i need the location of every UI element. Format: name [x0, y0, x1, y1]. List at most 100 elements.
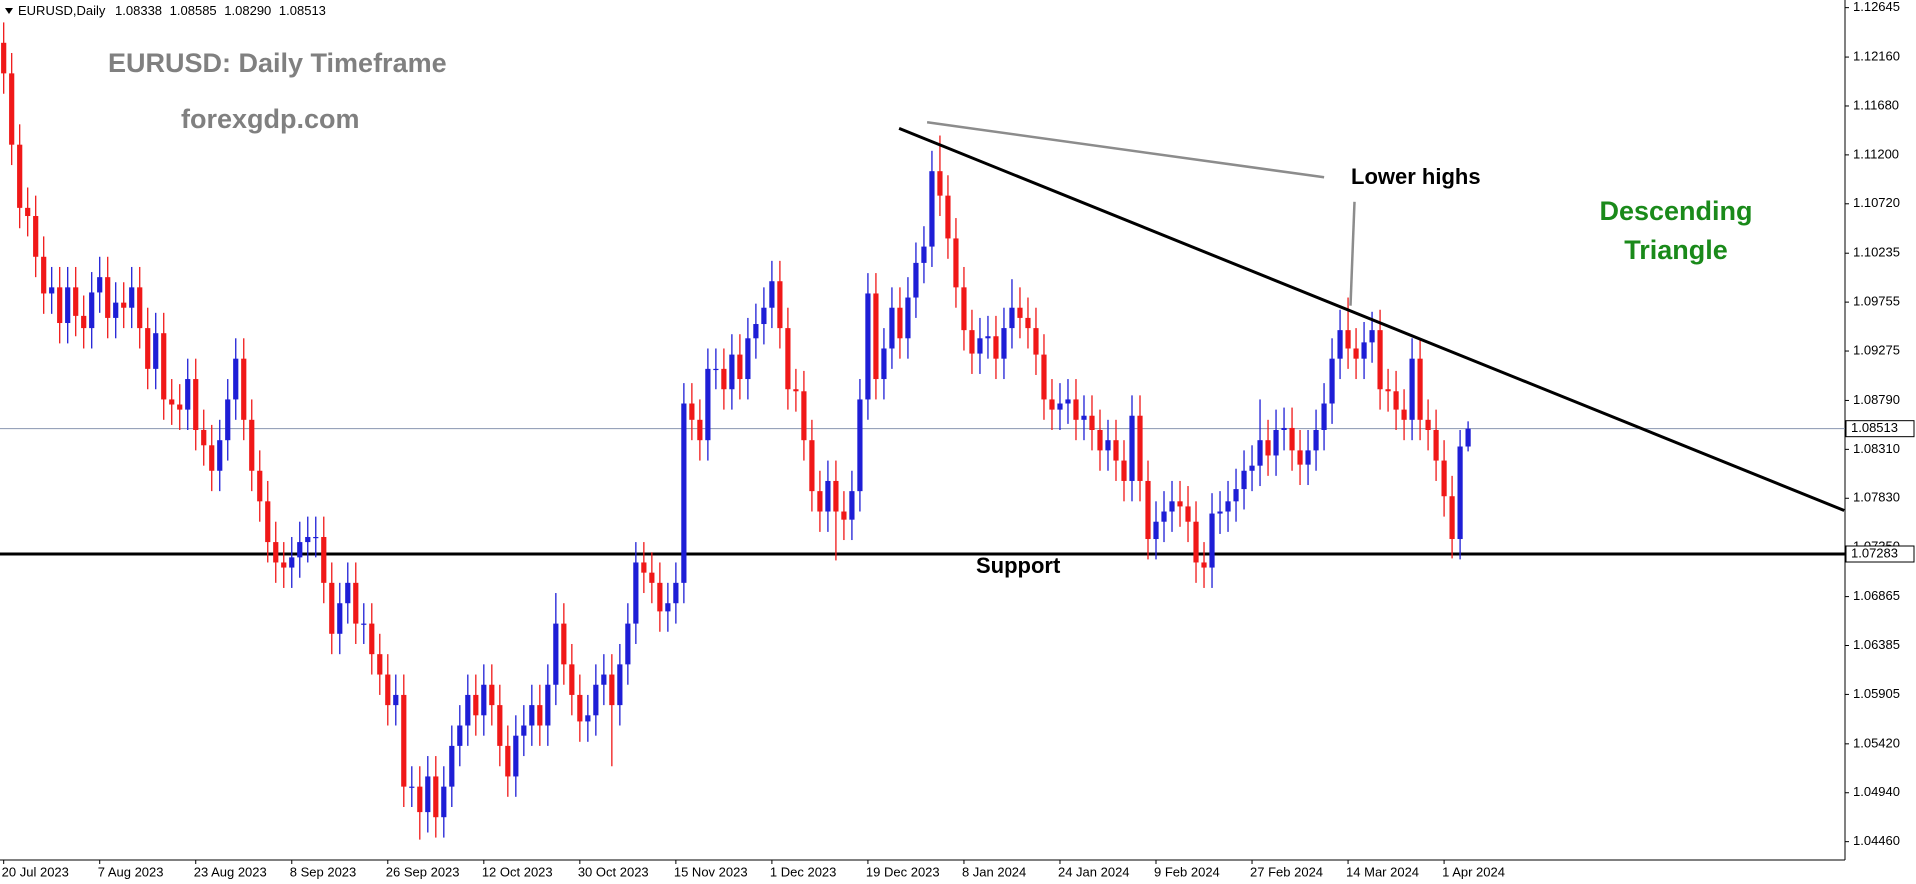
- candle-body: [25, 207, 31, 217]
- candle-body: [289, 557, 295, 568]
- x-tick-label: 12 Oct 2023: [482, 864, 553, 879]
- candle-body: [1281, 427, 1287, 430]
- candle-body: [1145, 480, 1151, 540]
- candle-body: [737, 354, 743, 380]
- candle-body: [617, 664, 623, 706]
- candle-body: [1057, 403, 1063, 410]
- candle-body: [457, 725, 463, 746]
- y-tick-label: 1.12160: [1853, 48, 1900, 63]
- candle-body: [569, 664, 575, 695]
- candle-body: [537, 705, 543, 726]
- candle-body: [713, 368, 719, 371]
- candle-body: [425, 776, 431, 813]
- candle-body: [721, 368, 727, 390]
- pattern-label: Descending: [1599, 196, 1752, 226]
- x-tick-label: 19 Dec 2023: [866, 864, 940, 879]
- candle-body: [1, 42, 7, 74]
- candle-body: [449, 745, 455, 787]
- candle-body: [497, 705, 503, 746]
- candle-body: [201, 430, 207, 446]
- candle-body: [1233, 489, 1239, 502]
- candle-body: [609, 674, 615, 706]
- candle-body: [1321, 403, 1327, 430]
- candle-body: [1065, 399, 1071, 404]
- candle-body: [281, 562, 287, 568]
- candle-body: [57, 287, 63, 324]
- candle-body: [1361, 342, 1367, 359]
- candle-body: [521, 725, 527, 736]
- candle-body: [153, 333, 159, 369]
- y-tick-label: 1.07830: [1853, 490, 1900, 505]
- candle-body: [561, 623, 567, 665]
- candle-body: [785, 328, 791, 390]
- candle-body: [873, 293, 879, 380]
- candle-body: [145, 328, 151, 369]
- candle-body: [585, 715, 591, 722]
- candle-body: [1001, 328, 1007, 359]
- candle-body: [481, 684, 487, 716]
- candle-body: [969, 330, 975, 354]
- y-tick-label: 1.04460: [1853, 833, 1900, 848]
- candle-body: [473, 694, 479, 716]
- current-price-label: 1.08513: [1851, 420, 1898, 435]
- candle-body: [961, 287, 967, 331]
- x-tick-label: 15 Nov 2023: [674, 864, 748, 879]
- candle-body: [313, 536, 319, 539]
- candle-body: [673, 582, 679, 604]
- candle-body: [265, 501, 271, 543]
- candle-body: [529, 705, 535, 726]
- candle-body: [305, 536, 311, 543]
- candle-body: [817, 491, 823, 512]
- trendline: [898, 127, 1845, 512]
- candle-body: [553, 623, 559, 685]
- candle-body: [137, 287, 143, 329]
- pattern-label: Triangle: [1624, 235, 1728, 265]
- candle-body: [1033, 328, 1039, 355]
- candle-body: [1017, 307, 1023, 318]
- candle-body: [625, 623, 631, 665]
- support-price-label: 1.07283: [1851, 545, 1898, 560]
- candle-body: [1465, 428, 1471, 447]
- y-tick-label: 1.08310: [1853, 441, 1900, 456]
- candle-body: [705, 368, 711, 441]
- candle-body: [1457, 446, 1463, 540]
- candle-body: [1241, 470, 1247, 490]
- y-tick-label: 1.11680: [1853, 97, 1899, 112]
- candle-body: [945, 195, 951, 239]
- candle-body: [361, 623, 367, 625]
- candle-body: [1161, 511, 1167, 522]
- candle-body: [1449, 496, 1455, 540]
- candle-body: [1297, 450, 1303, 465]
- candle-body: [833, 480, 839, 512]
- candle-body: [1209, 513, 1215, 568]
- x-tick-label: 14 Mar 2024: [1346, 864, 1419, 879]
- candle-body: [337, 603, 343, 634]
- candle-body: [33, 216, 39, 257]
- candle-body: [1273, 430, 1279, 456]
- x-tick-label: 7 Aug 2023: [98, 864, 164, 879]
- candle-body: [577, 694, 583, 722]
- candle-body: [809, 440, 815, 492]
- candle-body: [857, 399, 863, 492]
- support-price-label-box: [1845, 545, 1915, 563]
- candle-body: [1409, 358, 1415, 420]
- x-tick-label: 1 Apr 2024: [1442, 864, 1505, 879]
- candle-body: [929, 171, 935, 247]
- candle-body: [513, 735, 519, 777]
- candle-body: [1257, 440, 1263, 466]
- candle-body: [1097, 430, 1103, 451]
- x-tick-label: 1 Dec 2023: [770, 864, 837, 879]
- candle-body: [161, 333, 167, 400]
- candle-body: [401, 694, 407, 787]
- candle-body: [1353, 348, 1359, 359]
- candle-body: [1121, 460, 1127, 481]
- candle-body: [1009, 307, 1015, 329]
- annotation: Lower highs: [1351, 164, 1481, 189]
- candle-body: [1129, 415, 1135, 481]
- candle-body: [633, 562, 639, 624]
- candle-body: [881, 348, 887, 380]
